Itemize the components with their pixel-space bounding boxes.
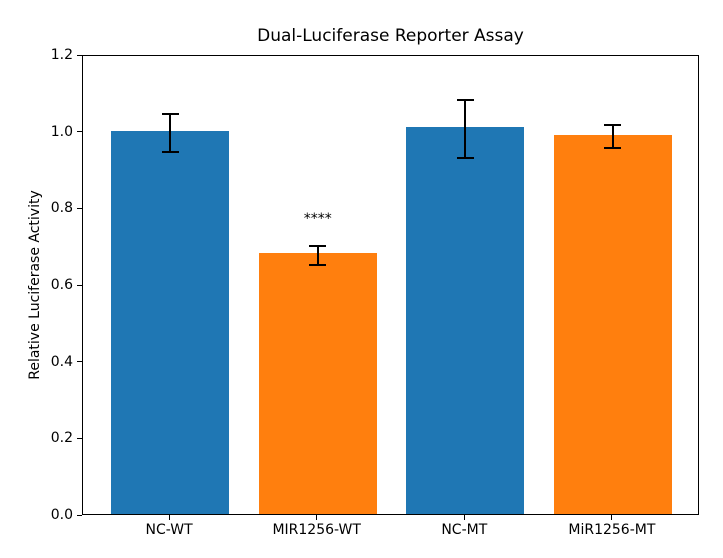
error-bar-nc-wt [169, 113, 172, 152]
y-tick-label-0.4: 0.4 [50, 353, 73, 370]
y-tick-1.2 [77, 54, 82, 56]
x-tick-label-nc-wt: NC-WT [145, 522, 193, 538]
y-tick-label-0.6: 0.6 [50, 277, 73, 293]
bar-mir1256-mt [553, 134, 672, 514]
x-tick-label-nc-mt: NC-MT [441, 522, 488, 538]
y-tick-0.8 [77, 207, 82, 209]
bar-mir1256-wt [258, 253, 377, 514]
y-tick-label-0.0: 0.0 [50, 507, 73, 523]
y-tick-0.4 [77, 361, 82, 363]
x-tick-nc-mt [463, 515, 465, 520]
y-tick-label-1.0: 1.0 [50, 123, 73, 140]
x-tick-label-mir1256-wt: MIR1256-WT [272, 522, 361, 538]
y-tick-0.0 [77, 514, 82, 516]
error-bar-mir1256-mt [611, 125, 614, 148]
error-cap-bottom-mir1256-mt [604, 147, 622, 149]
error-cap-bottom-mir1256-wt [309, 263, 327, 266]
error-bar-nc-mt [464, 100, 467, 158]
bar-nc-mt [406, 126, 525, 514]
error-cap-top-mir1256-mt [604, 124, 622, 126]
y-tick-0.2 [77, 437, 82, 439]
y-tick-label-0.2: 0.2 [50, 430, 73, 447]
x-tick-mir1256-wt [316, 515, 318, 520]
x-tick-nc-wt [168, 515, 170, 520]
chart-title: Dual-Luciferase Reporter Assay [257, 26, 524, 46]
y-tick-1.0 [77, 131, 82, 133]
significance-annotation: **** [303, 211, 332, 228]
error-cap-top-nc-mt [456, 99, 474, 102]
y-tick-label-0.8: 0.8 [50, 200, 73, 217]
y-tick-0.6 [77, 284, 82, 286]
error-cap-bottom-nc-wt [161, 150, 179, 153]
error-cap-bottom-nc-mt [456, 156, 474, 159]
error-cap-top-nc-wt [161, 112, 179, 115]
x-tick-mir1256-mt [611, 515, 613, 520]
error-bar-mir1256-wt [316, 245, 319, 265]
y-tick-label-1.2: 1.2 [50, 47, 73, 63]
bar-nc-wt [111, 130, 230, 514]
plot-area: **** [82, 55, 699, 515]
error-cap-top-mir1256-wt [309, 244, 327, 247]
x-tick-label-mir1256-mt: MiR1256-MT [568, 522, 656, 538]
